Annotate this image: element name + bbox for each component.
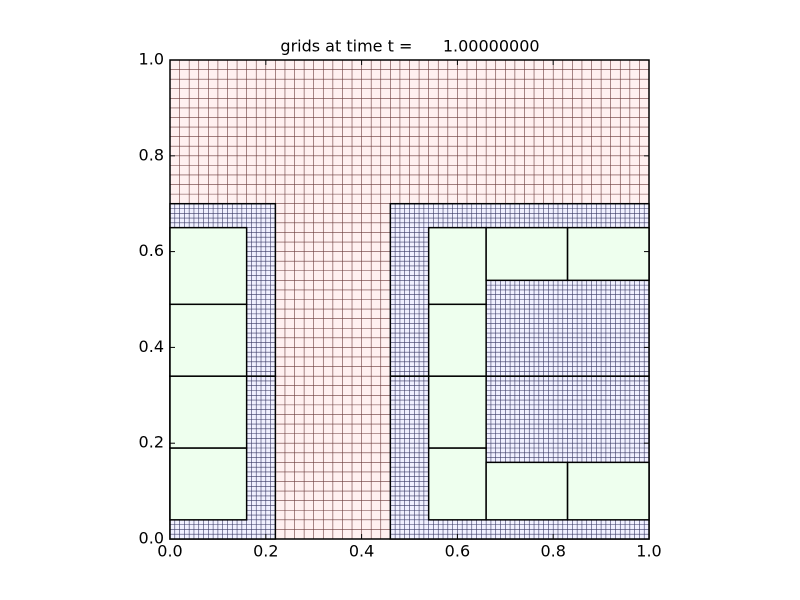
grid-patch: [170, 447, 247, 520]
y-tick-label: 0.6: [139, 241, 164, 260]
grid-patch: [170, 227, 247, 305]
grid-patch: [486, 462, 568, 520]
grid-patch: [428, 304, 487, 377]
y-tick-label: 1.0: [139, 50, 164, 69]
grid-patch: [170, 304, 247, 377]
y-tick-label: 0.4: [139, 337, 164, 356]
x-tick-label: 0.8: [540, 542, 565, 561]
x-tick-label: 0.0: [157, 542, 182, 561]
y-tick-label: 0.0: [139, 529, 164, 548]
x-tick-label: 0.6: [445, 542, 470, 561]
grid-patch: [428, 376, 487, 448]
grid-patch: [486, 227, 568, 281]
grid-patch: [428, 227, 487, 305]
x-tick-label: 1.0: [636, 542, 661, 561]
grid-patch: [428, 447, 487, 520]
grid-patch: [567, 227, 649, 281]
y-tick-label: 0.8: [139, 145, 164, 164]
grid-patch: [567, 462, 649, 520]
grid-patch: [170, 376, 247, 448]
chart-title: grids at time t = 1.00000000: [280, 37, 539, 56]
x-tick-label: 0.2: [253, 542, 278, 561]
x-tick-label: 0.4: [349, 542, 374, 561]
axes-frame: [169, 59, 650, 540]
y-tick-label: 0.2: [139, 433, 164, 452]
